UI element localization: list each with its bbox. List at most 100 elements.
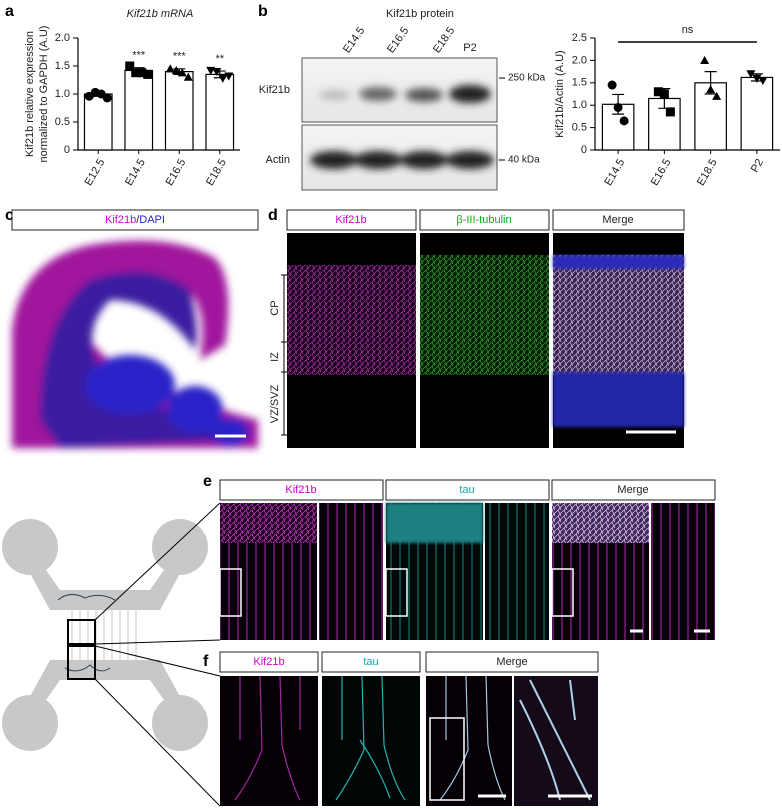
western-blot: Kif21b protein Kif21b Actin 250 kDa 40 k… (259, 8, 546, 191)
data-point (619, 116, 629, 126)
y-axis-label: Kif21b/Actin (A.U) (554, 50, 566, 137)
row-label: Kif21b (259, 84, 290, 96)
image (322, 676, 420, 806)
annotation: ns (682, 24, 694, 36)
x-tick-label: E14.5 (123, 157, 148, 188)
bar (205, 73, 235, 151)
y-tick-label: 1.0 (55, 88, 70, 100)
header: Merge (496, 656, 527, 668)
data-point (665, 107, 675, 117)
y-tick-label: 2.0 (55, 32, 70, 44)
data-point (752, 74, 762, 83)
data-point (137, 68, 147, 78)
device-diagram (2, 502, 221, 807)
panel-label: a (5, 3, 14, 20)
data-point (131, 68, 141, 78)
data-point (218, 74, 228, 83)
header-box (552, 209, 685, 231)
row-label: Actin (266, 154, 290, 166)
image (319, 503, 383, 640)
data-point (183, 72, 193, 81)
data-point (607, 80, 617, 90)
panel-d: Kif21b β-III-tubulin Merge CP IZ VZ/SVZ (269, 209, 685, 448)
significance: *** (132, 50, 146, 62)
panel-label: d (268, 207, 278, 224)
bar (83, 93, 113, 151)
y-tick-label: 2.5 (572, 32, 587, 44)
header-box (419, 209, 550, 231)
data-point (712, 91, 722, 100)
data-point (102, 93, 112, 103)
data-point (224, 72, 234, 81)
significance: *** (173, 51, 187, 63)
panel-label: c (5, 207, 14, 224)
axon-traces (234, 675, 591, 801)
y-axis-label: Kif21b relative expression (24, 31, 36, 157)
header: β-III-tubulin (456, 214, 511, 226)
image-texture (386, 503, 483, 543)
zone-label: IZ (269, 352, 281, 362)
x-tick-label: E18.5 (204, 157, 229, 188)
data-point (746, 70, 756, 79)
x-tick-label: E16.5 (649, 157, 674, 188)
data-point (700, 55, 710, 64)
data-point (177, 68, 187, 77)
header: Merge (602, 214, 633, 226)
panel-c: Kif21b/DAPI (11, 209, 259, 448)
header: tau (363, 656, 378, 668)
data-point (143, 69, 153, 79)
bar (740, 76, 774, 151)
data-point (125, 61, 135, 71)
image-texture (553, 255, 684, 269)
image (220, 676, 318, 806)
data-point (653, 87, 663, 97)
image-texture (552, 503, 649, 543)
panel-f: Kif21b tau Merge (219, 651, 599, 806)
zone-label: VZ/SVZ (269, 384, 281, 423)
panel-label: f (203, 653, 209, 670)
header: tau (459, 484, 474, 496)
data-point (171, 65, 181, 75)
data-point (706, 85, 716, 94)
data-point (659, 89, 669, 99)
lane-label: E16.5 (385, 25, 411, 55)
zone-label: CP (269, 300, 281, 315)
blot-box (301, 57, 498, 123)
blot-title: Kif21b protein (386, 8, 454, 20)
bands (310, 85, 494, 169)
chart-title: Kif21b mRNA (127, 8, 194, 20)
image-texture (553, 255, 684, 375)
image-texture (420, 255, 549, 375)
x-tick-label: P2 (749, 157, 766, 175)
data-point (165, 64, 175, 73)
header: Kif21b (335, 214, 366, 226)
bar (124, 69, 154, 151)
image (426, 676, 512, 806)
x-tick-label: E14.5 (602, 157, 627, 188)
header: Merge (617, 484, 648, 496)
y-tick-label: 0.5 (55, 116, 70, 128)
y-tick-label: 0 (64, 144, 70, 156)
mw-marker: 250 kDa (508, 73, 546, 84)
image (485, 503, 549, 640)
significance: ** (215, 53, 224, 65)
data-point (212, 68, 222, 77)
lane-label: P2 (463, 42, 476, 54)
header: Kif21b (253, 656, 284, 668)
panel-e: Kif21b tau Merge (219, 479, 716, 640)
x-tick-label: E16.5 (164, 157, 189, 188)
y-tick-label: 1.0 (572, 99, 587, 111)
lane-label: E14.5 (341, 25, 367, 55)
y-tick-label: 2.0 (572, 54, 587, 66)
panel-label: e (203, 473, 212, 490)
header-box (286, 209, 417, 231)
panel-label: b (258, 3, 268, 20)
mw-marker: 40 kDa (508, 155, 540, 166)
image (651, 503, 715, 640)
y-axis-label: normalized to GAPDH (A.U) (38, 26, 50, 163)
header: Kif21b/DAPI (105, 214, 165, 226)
y-tick-label: 1.5 (55, 60, 70, 72)
y-tick-label: 0 (581, 144, 587, 156)
data-point (758, 76, 768, 86)
